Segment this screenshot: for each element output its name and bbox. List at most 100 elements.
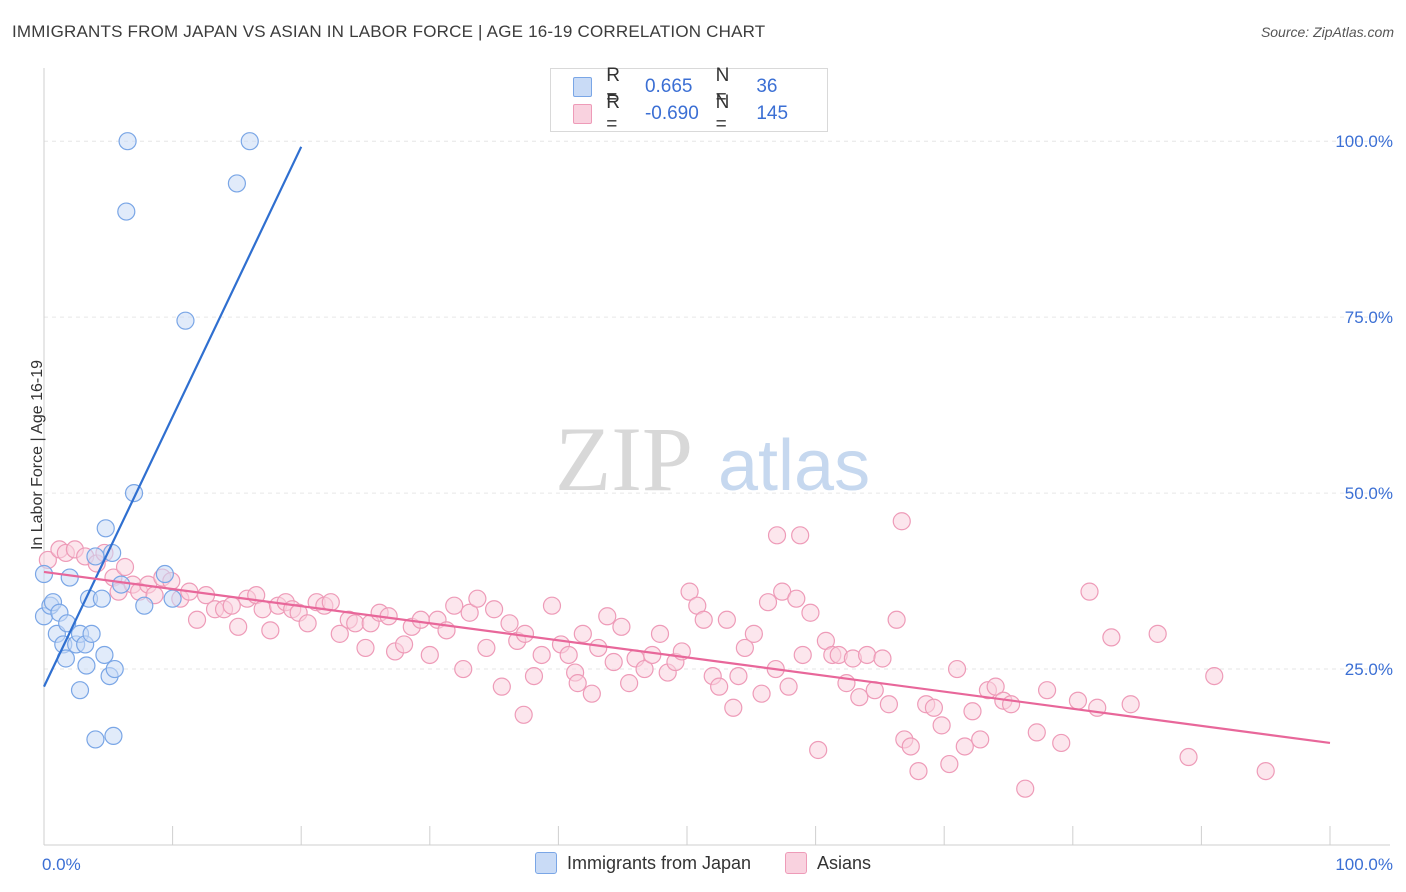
legend-swatch-japan	[573, 77, 593, 97]
point-asians	[604, 652, 623, 672]
point-asians	[809, 740, 828, 760]
point-asians	[963, 702, 982, 721]
x-tick-label: 100.0%	[1335, 855, 1393, 874]
watermark-zip: ZIP	[555, 408, 693, 510]
point-asians	[791, 526, 810, 545]
point-asians	[650, 624, 670, 643]
y-tick-label: 25.0%	[1345, 660, 1393, 679]
chart-title: IMMIGRANTS FROM JAPAN VS ASIAN IN LABOR …	[12, 22, 766, 41]
point-japan	[118, 132, 137, 151]
point-japan	[60, 568, 79, 587]
point-asians	[261, 621, 280, 640]
point-japan	[103, 543, 122, 563]
point-asians	[724, 698, 743, 717]
y-tick-label: 100.0%	[1335, 132, 1393, 151]
point-asians	[729, 666, 748, 686]
point-japan	[155, 564, 174, 584]
point-japan	[176, 311, 195, 330]
point-asians	[460, 603, 479, 622]
point-asians	[500, 614, 519, 633]
point-japan	[70, 681, 90, 700]
point-asians	[857, 645, 877, 665]
point-asians	[924, 698, 944, 717]
legend-r-label: R =	[606, 65, 620, 108]
point-asians	[735, 638, 754, 658]
point-asians	[873, 649, 892, 668]
point-asians	[598, 607, 617, 626]
point-japan	[77, 656, 96, 675]
point-asians	[420, 645, 439, 665]
point-asians	[1068, 691, 1088, 710]
point-asians	[589, 638, 608, 658]
point-asians	[955, 737, 974, 756]
point-asians	[694, 610, 713, 629]
correlation-legend: R = 0.665 N = 36 R = -0.690 N = 145	[550, 65, 828, 135]
point-asians	[744, 624, 763, 643]
point-asians	[330, 624, 349, 643]
y-tick-label: 50.0%	[1345, 484, 1393, 503]
legend-n-value-japan: 36	[756, 76, 778, 97]
point-asians	[445, 596, 464, 615]
point-asians	[643, 645, 662, 665]
point-asians	[932, 716, 951, 735]
point-asians	[887, 610, 906, 629]
point-asians	[758, 593, 778, 612]
point-japan	[86, 547, 105, 566]
point-asians	[1080, 582, 1099, 601]
point-asians	[568, 674, 587, 693]
point-asians	[514, 705, 533, 724]
point-asians	[229, 617, 248, 636]
point-asians	[801, 603, 820, 622]
point-asians	[1037, 681, 1057, 700]
point-asians	[492, 677, 511, 696]
legend-n-value-asians: 145	[756, 103, 789, 124]
point-asians	[542, 596, 562, 615]
point-asians	[485, 600, 504, 619]
trendline-japan	[43, 146, 303, 688]
point-asians	[635, 659, 654, 679]
point-asians	[1256, 762, 1275, 781]
point-asians	[1121, 695, 1140, 714]
point-asians	[222, 596, 241, 615]
series-name-japan: Immigrants from Japan	[566, 852, 752, 873]
series-legend-asians[interactable]: Asians	[785, 852, 871, 874]
point-japan	[86, 730, 105, 749]
point-japan	[105, 659, 124, 679]
watermark-atlas: atlas	[718, 426, 870, 506]
point-asians	[752, 684, 771, 703]
series-swatch-asians	[785, 852, 808, 874]
point-asians	[1179, 747, 1198, 767]
point-asians	[524, 666, 544, 686]
point-japan	[92, 589, 111, 608]
point-asians	[793, 645, 812, 665]
series-name-asians: Asians	[817, 852, 872, 873]
series-legend: Immigrants from Japan Asians	[0, 852, 1406, 874]
point-asians	[1148, 624, 1167, 643]
series-swatch-japan	[534, 852, 557, 874]
legend-r-label: R =	[606, 92, 620, 135]
point-asians	[321, 593, 340, 612]
point-asians	[115, 557, 135, 577]
point-asians	[620, 674, 639, 693]
point-asians	[559, 645, 578, 665]
point-asians	[879, 695, 899, 714]
point-asians	[1205, 666, 1224, 686]
point-asians	[515, 624, 535, 643]
point-asians	[971, 730, 990, 749]
point-asians	[532, 645, 551, 665]
series-legend-japan[interactable]: Immigrants from Japan	[534, 852, 752, 874]
point-japan	[82, 624, 101, 643]
point-asians	[940, 754, 959, 774]
point-asians	[767, 526, 787, 545]
point-asians	[187, 610, 207, 629]
point-asians	[680, 582, 699, 601]
legend-row-japan: R = 0.665 N = 36	[573, 65, 827, 108]
legend-r-value-japan: 0.665	[644, 76, 693, 97]
point-asians	[1016, 779, 1035, 798]
point-asians	[717, 610, 736, 629]
y-axis-label: In Labor Force | Age 16-19	[29, 359, 46, 551]
point-japan	[163, 589, 182, 608]
point-asians	[892, 512, 911, 531]
point-asians	[356, 638, 375, 658]
